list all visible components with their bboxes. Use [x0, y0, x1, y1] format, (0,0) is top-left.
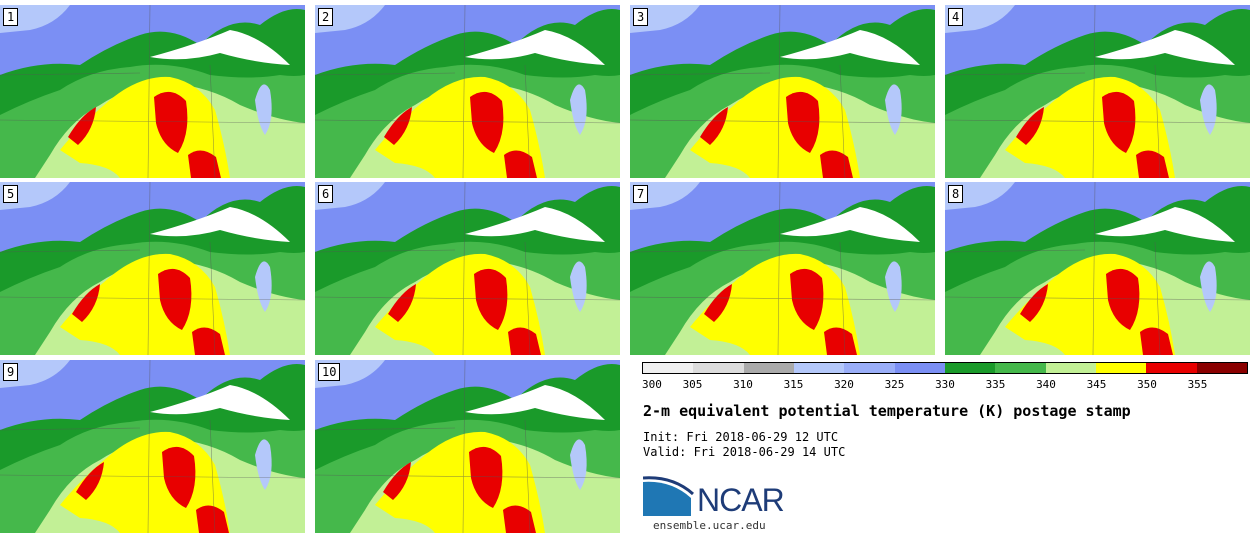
colorbar-tick-label: 305	[682, 378, 703, 391]
colorbar-segment	[793, 363, 845, 373]
init-time: Init: Fri 2018-06-29 12 UTC	[643, 430, 839, 444]
ncar-logo-icon	[643, 476, 695, 516]
valid-time: Valid: Fri 2018-06-29 14 UTC	[643, 445, 846, 459]
ensemble-member-panel: 4	[945, 5, 1250, 178]
ensemble-member-panel: 7	[630, 182, 935, 355]
colorbar-segment	[1146, 363, 1197, 373]
colorbar-tick-label: 350	[1137, 378, 1157, 391]
colorbar-segment	[894, 363, 945, 373]
ensemble-member-panel: 6	[315, 182, 620, 355]
ensemble-member-panel: 10	[315, 360, 620, 533]
logo-url: ensemble.ucar.edu	[653, 519, 766, 532]
colorbar-segment	[1045, 363, 1096, 373]
colorbar-tick-label: 320	[834, 378, 854, 391]
ensemble-member-panel: 8	[945, 182, 1250, 355]
colorbar-segment	[743, 363, 794, 373]
colorbar-segment	[643, 363, 694, 373]
member-number: 8	[948, 185, 964, 203]
logo-text: NCAR	[697, 482, 785, 518]
ensemble-member-panel: 2	[315, 5, 620, 178]
colorbar-segment	[1095, 363, 1147, 373]
chart-title: 2-m equivalent potential temperature (K)…	[643, 402, 1131, 420]
colorbar-tick-label: 315	[783, 378, 804, 391]
ensemble-member-panel: 3	[630, 5, 935, 178]
ensemble-member-panel: 5	[0, 182, 305, 355]
colorbar-tick-label: 345	[1086, 378, 1107, 391]
member-number: 7	[633, 185, 649, 203]
ensemble-member-panel: 1	[0, 5, 305, 178]
colorbar-segment	[693, 363, 744, 373]
ensemble-member-panel: 9	[0, 360, 305, 533]
colorbar-tick-label: 300	[642, 378, 662, 391]
member-number: 2	[318, 8, 334, 26]
colorbar-segment	[944, 363, 996, 373]
member-number: 6	[318, 185, 334, 203]
member-number: 3	[633, 8, 649, 26]
colorbar-tick-label: 330	[935, 378, 955, 391]
colorbar-segment	[995, 363, 1046, 373]
colorbar-tick-label: 355	[1187, 378, 1208, 391]
colorbar-tick-label: 325	[884, 378, 905, 391]
member-number: 5	[3, 185, 19, 203]
colorbar-tick-label: 310	[733, 378, 753, 391]
member-number: 10	[318, 363, 341, 381]
member-number: 4	[948, 8, 964, 26]
member-number: 1	[3, 8, 19, 26]
colorbar	[642, 362, 1248, 374]
member-number: 9	[3, 363, 19, 381]
colorbar-ticks: 300 305 310 315 320 325 330 335 340 345 350 355	[642, 378, 1248, 392]
colorbar-tick-label: 340	[1036, 378, 1056, 391]
colorbar-tick-label: 335	[985, 378, 1006, 391]
colorbar-segment	[844, 363, 895, 373]
colorbar-segment	[1196, 363, 1247, 373]
